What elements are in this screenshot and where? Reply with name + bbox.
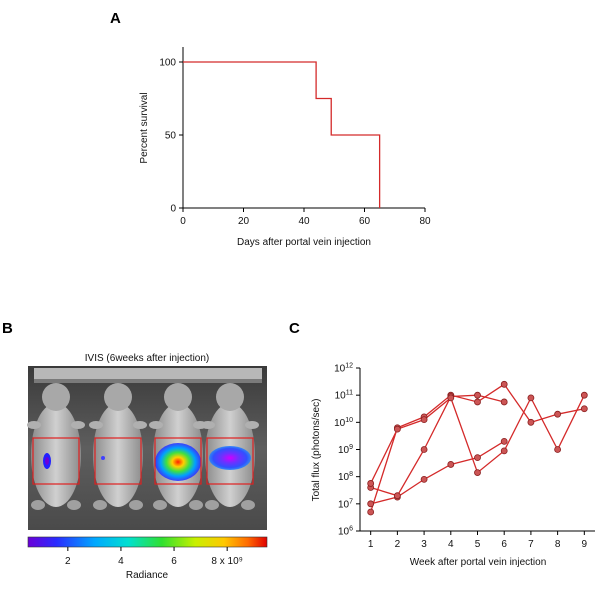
flux-series-line [370,440,505,505]
colorbar-tick-label: 6 [171,556,177,567]
flux-y-tick-label: 108 [338,471,353,483]
flux-data-point [447,461,455,468]
bioluminescence-signal [101,456,105,460]
panel-letter-b: B [2,320,13,337]
ivis-cage-bar [34,368,262,381]
survival-chart: 0 20 40 60 80 0 50 100 Days after portal vein i… [139,47,431,248]
flux-data-point [500,380,508,388]
flux-data-point [527,418,535,426]
flux-data-point [474,398,481,406]
flux-data-point [367,508,375,516]
survival-x-axis-label: Days after portal vein injection [237,237,371,248]
ivis-title: IVIS (6weeks after injection) [85,353,210,364]
flux-x-tick-label: 9 [582,539,588,550]
flux-y-tick-label: 109 [338,444,353,456]
flux-data-point [474,469,481,476]
mouse-head [104,383,132,411]
mouse-2 [89,383,147,510]
flux-y-axis-label: Total flux (photons/sec) [311,399,322,502]
roi-box [206,437,254,485]
roi-box [154,437,202,485]
flux-data-point [367,500,375,508]
flux-data-point [420,446,428,453]
flux-x-tick-label: 3 [421,539,427,550]
flux-data-point [393,492,401,500]
flux-x-tick-label: 1 [368,539,374,550]
flux-data-point [420,416,428,424]
roi-box [32,437,80,485]
survival-y-tick-label: 50 [165,131,177,142]
mouse-3 [149,383,207,510]
flux-data-point [393,425,401,433]
flux-chart: 1 2 3 4 5 6 7 8 9 106 107 108 109 1010 1011 1012 Week a… [311,363,595,568]
ivis-panel: IVIS (6weeks after injection) 2 4 6 8 x 10⁹… [27,353,268,581]
roi-box [94,437,142,485]
flux-y-tick-label: 1012 [334,363,353,375]
mouse-body [31,403,81,507]
flux-data-point [474,454,481,462]
mouse-4 [201,383,259,510]
survival-y-tick-label: 0 [170,204,176,215]
mouse-1 [27,383,85,510]
bioluminescence-signal [209,446,251,470]
colorbar-tick-label: 2 [65,556,71,567]
flux-data-point [420,475,428,483]
colorbar-tick-label: 4 [118,556,124,567]
flux-data-point [447,394,455,402]
survival-x-tick-label: 20 [238,216,250,227]
survival-x-tick-label: 80 [419,216,431,227]
colorbar-tick-label: 8 x 10⁹ [211,556,243,567]
flux-x-tick-label: 6 [501,539,507,550]
flux-x-tick-label: 5 [475,539,481,550]
flux-data-point [367,480,375,487]
flux-data-point [554,410,562,418]
flux-data-point [500,437,508,445]
flux-data-point [527,394,535,402]
survival-x-tick-label: 40 [298,216,310,227]
mouse-head [164,383,192,411]
flux-y-tick-label: 106 [338,526,353,538]
flux-data-point [580,391,588,399]
panel-letter-c: C [289,320,300,337]
flux-data-point [580,405,588,413]
flux-data-point [474,391,481,399]
mouse-body [93,403,143,507]
panel-letter-a: A [110,10,121,27]
flux-x-tick-label: 2 [395,539,401,550]
survival-x-tick-label: 0 [180,216,186,227]
survival-x-tick-label: 60 [359,216,371,227]
radiance-colorbar [27,536,268,548]
flux-x-axis-label: Week after portal vein injection [410,557,547,568]
flux-x-tick-label: 7 [528,539,534,550]
survival-y-tick-label: 100 [159,58,176,69]
colorbar-label: Radiance [126,570,169,581]
flux-series-line [370,394,505,497]
flux-x-tick-label: 4 [448,539,454,550]
survival-y-axis-label: Percent survival [139,92,150,163]
survival-curve [183,61,381,208]
mouse-head [216,383,244,411]
flux-y-tick-label: 1011 [335,390,353,402]
flux-data-point [554,446,562,453]
flux-y-tick-label: 107 [338,498,353,510]
flux-data-point [500,447,508,455]
flux-x-tick-label: 8 [555,539,561,550]
bioluminescence-signal [155,443,201,481]
flux-y-tick-label: 1010 [334,417,353,429]
mouse-head [42,383,70,411]
flux-data-point [500,398,508,406]
